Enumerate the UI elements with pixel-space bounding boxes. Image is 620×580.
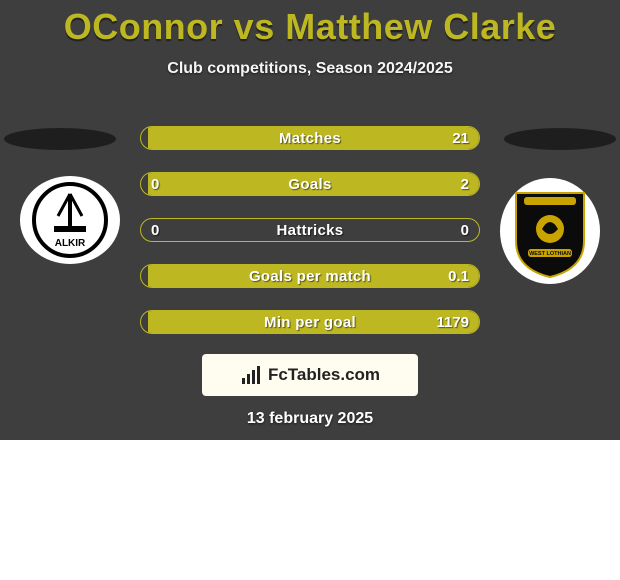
club-badge-left: ALKIR xyxy=(20,176,120,264)
stat-row: 0Goals2 xyxy=(140,172,480,196)
stat-label: Hattricks xyxy=(141,219,479,241)
date-label: 13 february 2025 xyxy=(0,410,620,428)
stat-label: Goals per match xyxy=(141,265,479,287)
player-shadow-left xyxy=(4,128,116,150)
player-shadow-right xyxy=(504,128,616,150)
stat-row: 0Hattricks0 xyxy=(140,218,480,242)
page-title: OConnor vs Matthew Clarke xyxy=(0,0,620,48)
stat-value-right: 1179 xyxy=(436,311,469,333)
brand-text: FcTables.com xyxy=(268,365,380,385)
stat-value-right: 21 xyxy=(452,127,469,149)
falkirk-crest-icon: ALKIR xyxy=(30,180,110,260)
svg-text:WEST LOTHIAN: WEST LOTHIAN xyxy=(529,251,571,257)
stat-bars: Matches210Goals20Hattricks0Goals per mat… xyxy=(140,126,480,356)
stat-value-right: 2 xyxy=(461,173,469,195)
stat-row: Matches21 xyxy=(140,126,480,150)
stat-row: Goals per match0.1 xyxy=(140,264,480,288)
brand-chart-icon xyxy=(240,366,262,384)
stat-label: Goals xyxy=(141,173,479,195)
comparison-card: OConnor vs Matthew Clarke Club competiti… xyxy=(0,0,620,440)
stat-label: Min per goal xyxy=(141,311,479,333)
club-badge-right: WEST LOTHIAN xyxy=(500,178,600,284)
livingston-crest-icon: WEST LOTHIAN xyxy=(506,183,594,279)
svg-text:ALKIR: ALKIR xyxy=(55,238,86,249)
stat-value-right: 0.1 xyxy=(448,265,469,287)
subtitle: Club competitions, Season 2024/2025 xyxy=(0,60,620,78)
stat-row: Min per goal1179 xyxy=(140,310,480,334)
stat-value-right: 0 xyxy=(461,219,469,241)
stat-label: Matches xyxy=(141,127,479,149)
brand-box[interactable]: FcTables.com xyxy=(202,354,418,396)
